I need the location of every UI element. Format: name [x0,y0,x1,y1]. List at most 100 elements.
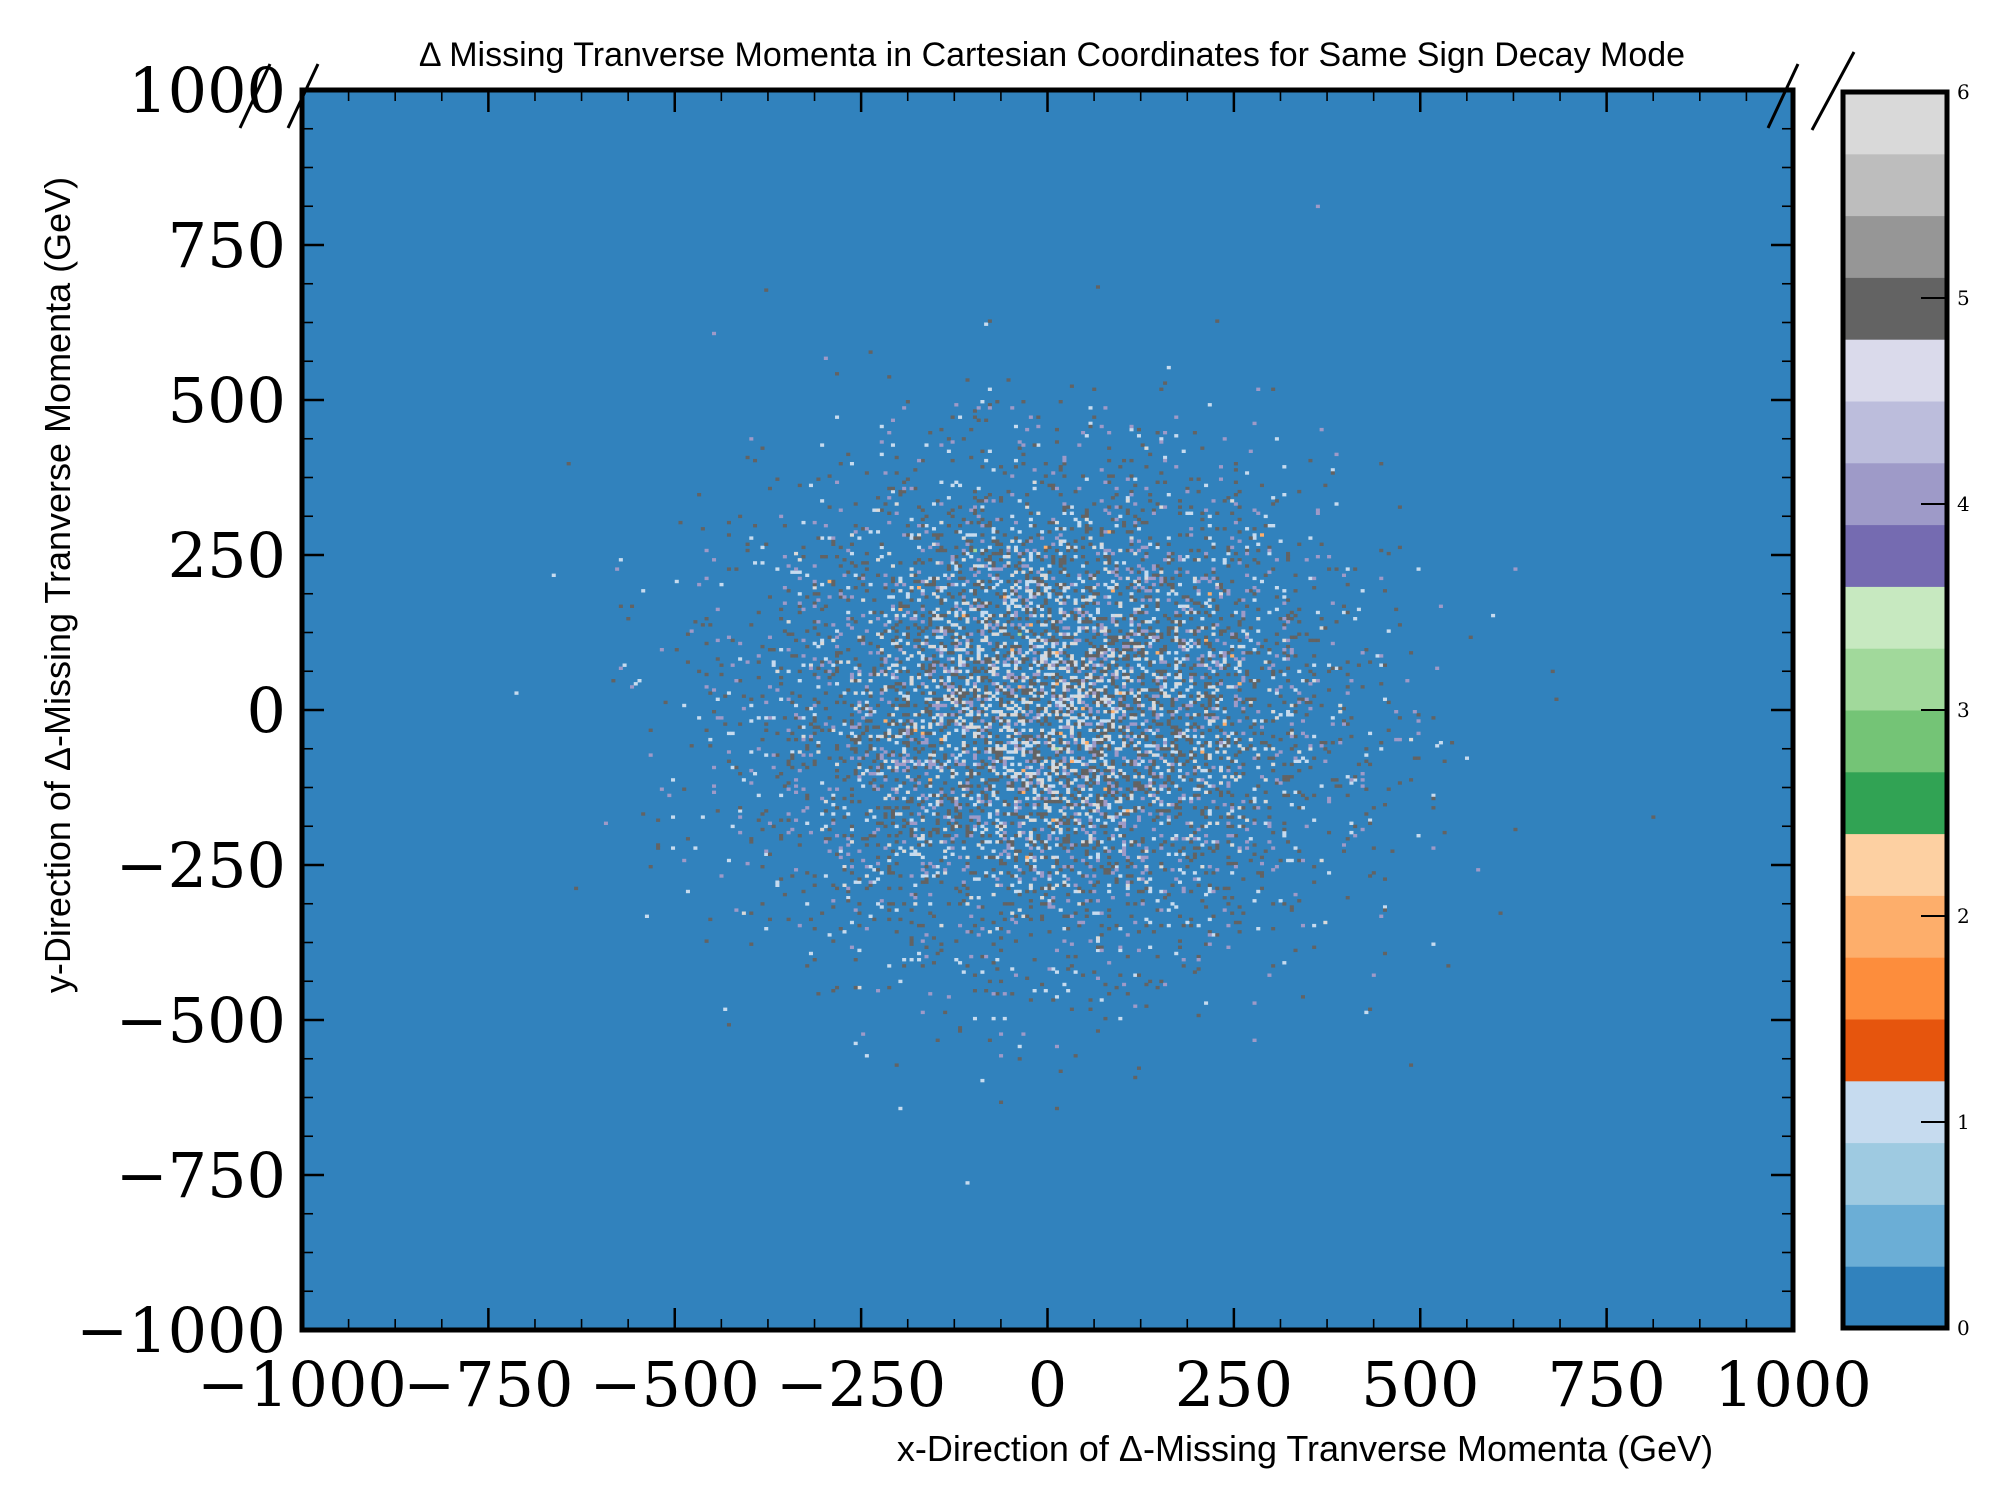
heatmap-cell [1386,728,1391,732]
heatmap-cell [1103,697,1108,701]
heatmap-cell [1025,635,1030,639]
heatmap-cell [1036,734,1041,739]
heatmap-cell [1013,796,1018,801]
heatmap-cell [909,573,914,577]
heatmap-cell [1028,638,1033,643]
heatmap-cell [980,710,985,714]
heatmap-cell [1118,719,1123,723]
heatmap-cell [928,911,933,915]
heatmap-cell [797,483,802,488]
heatmap-cell [1002,762,1007,767]
heatmap-cell [1040,706,1045,711]
heatmap-cell [961,762,966,767]
heatmap-cell [876,821,881,825]
heatmap-cell [1013,713,1018,717]
heatmap-cell [857,985,862,990]
heatmap-cell [905,741,910,745]
heatmap-cell [1073,545,1078,550]
heatmap-cell [909,533,914,537]
heatmap-cell [1222,666,1227,670]
heatmap-cell [1092,747,1097,751]
heatmap-cell [1163,781,1168,785]
heatmap-cell [980,551,985,556]
heatmap-cell [1274,688,1279,692]
heatmap-cell [958,483,963,488]
heatmap-cell [1025,576,1030,581]
heatmap-cell [1129,809,1134,813]
heatmap-cell [838,849,843,853]
heatmap-cell [958,753,963,757]
heatmap-cell [898,660,903,664]
heatmap-cell [1028,737,1033,742]
heatmap-cell [1252,731,1257,736]
heatmap-cell [1136,629,1141,633]
heatmap-cell [1114,796,1119,801]
heatmap-cell [898,669,903,674]
heatmap-cell [1025,803,1030,807]
heatmap-cell [1047,586,1052,590]
heatmap-cell [864,589,869,593]
heatmap-cell [909,796,914,801]
heatmap-cell [1204,638,1209,643]
heatmap-cell [1051,682,1056,686]
heatmap-cell [846,899,851,903]
heatmap-cell [659,648,664,652]
heatmap-cell [1051,517,1056,522]
heatmap-cell [1062,880,1067,884]
heatmap-cell [831,989,836,993]
heatmap-cell [939,682,944,686]
heatmap-cell [898,703,903,708]
heatmap-cell [890,685,895,689]
heatmap-cell [995,744,1000,748]
heatmap-cell [1069,803,1074,807]
heatmap-cell [857,948,862,953]
heatmap-cell [1043,663,1048,667]
heatmap-cell [1215,319,1220,323]
heatmap-cell [1382,697,1387,701]
heatmap-cell [1032,750,1037,754]
heatmap-cell [958,781,963,785]
heatmap-cell [1397,716,1402,720]
heatmap-cell [1017,719,1022,723]
heatmap-cell [1021,750,1026,754]
heatmap-cell [1062,747,1067,751]
heatmap-cell [1177,567,1182,571]
heatmap-cell [1196,641,1201,646]
heatmap-cell [876,843,881,847]
heatmap-cell [1051,818,1056,822]
heatmap-cell [1043,582,1048,587]
heatmap-cell [1151,688,1156,692]
heatmap-cell [883,672,888,677]
heatmap-cell [861,691,866,695]
heatmap-cell [876,989,881,993]
heatmap-cell [1200,750,1205,754]
heatmap-cell [1140,806,1145,810]
heatmap-cell [902,762,907,767]
heatmap-cell [1252,796,1257,801]
heatmap-cell [1174,877,1179,881]
heatmap-cell [991,892,996,897]
heatmap-cell [1002,654,1007,658]
heatmap-cell [950,641,955,646]
heatmap-cell [917,843,922,847]
heatmap-cell [1211,840,1216,844]
heatmap-cell [1166,778,1171,782]
heatmap-cell [883,669,888,674]
heatmap-cell [954,772,959,776]
heatmap-cell [1006,840,1011,844]
heatmap-cell [969,775,974,779]
heatmap-cell [794,716,799,720]
heatmap-cell [969,722,974,726]
heatmap-cell [1095,651,1100,655]
heatmap-cell [987,524,992,528]
heatmap-cell [1177,682,1182,686]
heatmap-cell [909,908,914,912]
heatmap-cell [1107,719,1112,723]
heatmap-cell [1051,759,1056,763]
heatmap-cell [641,812,646,816]
heatmap-cell [786,781,791,785]
heatmap-cell [961,548,966,553]
heatmap-cell [1025,734,1030,739]
heatmap-cell [1189,511,1194,515]
heatmap-cell [1066,573,1071,577]
